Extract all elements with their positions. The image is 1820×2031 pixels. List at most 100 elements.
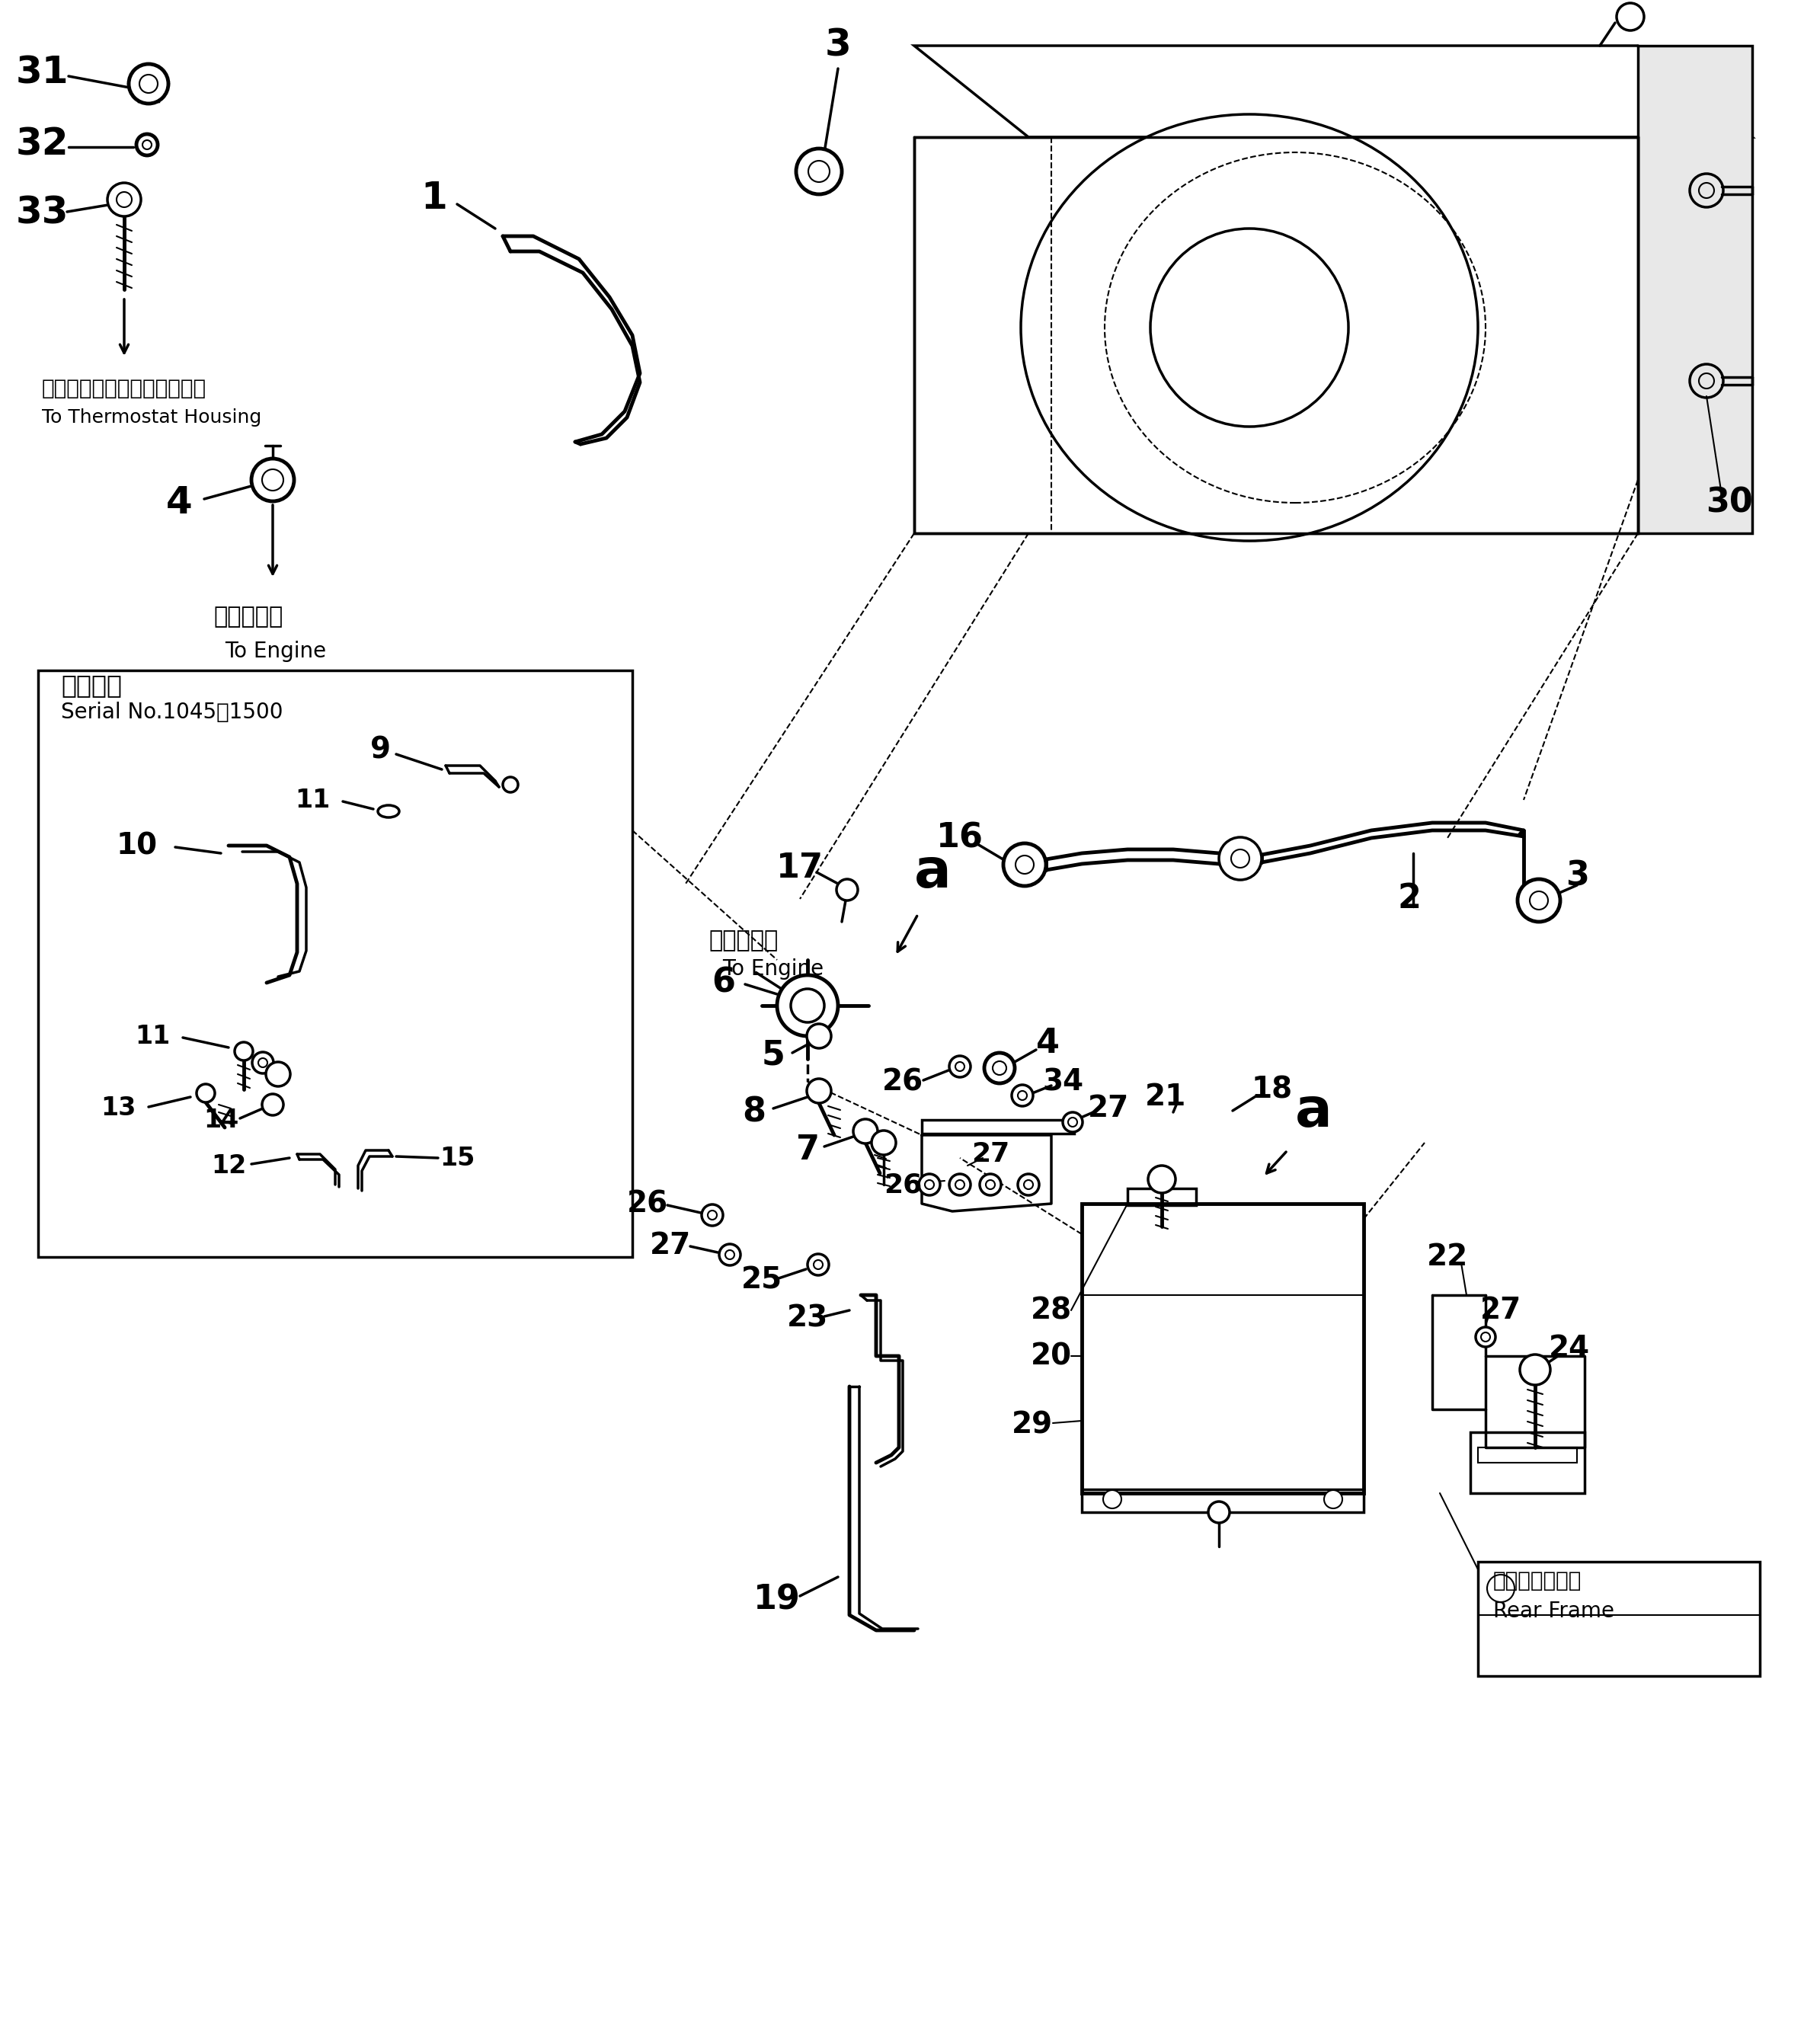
Circle shape (1017, 1174, 1039, 1196)
Text: 11: 11 (135, 1024, 169, 1048)
Text: 20: 20 (1030, 1342, 1072, 1371)
Text: 4: 4 (1036, 1028, 1059, 1060)
Text: 18: 18 (1252, 1074, 1292, 1105)
Circle shape (1518, 879, 1560, 922)
Text: 5: 5 (761, 1038, 784, 1072)
Text: 27: 27 (650, 1231, 692, 1259)
Text: a: a (1296, 1087, 1332, 1139)
Bar (1081, 1204, 1363, 1493)
Polygon shape (914, 47, 1753, 138)
Circle shape (795, 148, 843, 195)
Text: 10: 10 (116, 831, 158, 859)
Bar (921, 1119, 1074, 1133)
Text: サーモスタットハウジングへ: サーモスタットハウジングへ (42, 378, 206, 400)
Circle shape (985, 1052, 1016, 1083)
Circle shape (197, 1085, 215, 1103)
Text: 9: 9 (371, 735, 391, 766)
Text: 7: 7 (795, 1133, 819, 1166)
Text: 13: 13 (100, 1097, 136, 1121)
Circle shape (777, 975, 837, 1036)
Text: リャーフレーム: リャーフレーム (1492, 1570, 1582, 1592)
Circle shape (837, 879, 857, 900)
Text: 適用号機: 適用号機 (60, 672, 122, 699)
Text: Serial No.1045～1500: Serial No.1045～1500 (60, 701, 284, 723)
Circle shape (854, 1119, 877, 1143)
Circle shape (703, 1204, 723, 1227)
Circle shape (235, 1042, 253, 1060)
Circle shape (129, 65, 169, 104)
Circle shape (1487, 1574, 1514, 1602)
Circle shape (1476, 1326, 1496, 1347)
Text: 14: 14 (204, 1107, 238, 1133)
Circle shape (253, 1052, 273, 1074)
Text: 3: 3 (824, 28, 852, 65)
Bar (1128, 1188, 1196, 1204)
Text: 28: 28 (1030, 1296, 1072, 1324)
Text: 27: 27 (1480, 1296, 1522, 1324)
Circle shape (806, 1078, 832, 1103)
Text: Rear Frame: Rear Frame (1492, 1600, 1614, 1623)
Bar (1471, 1432, 1585, 1493)
Text: To Engine: To Engine (723, 959, 824, 979)
Ellipse shape (1021, 114, 1478, 540)
Bar (1478, 1448, 1576, 1462)
Polygon shape (914, 138, 1638, 534)
Text: 19: 19 (753, 1584, 801, 1617)
Text: 2: 2 (1398, 883, 1421, 916)
Text: 26: 26 (883, 1068, 923, 1097)
Text: a: a (914, 847, 952, 898)
Text: 33: 33 (15, 195, 69, 232)
Text: 17: 17 (777, 853, 823, 886)
Circle shape (1103, 1491, 1121, 1509)
Circle shape (950, 1174, 970, 1196)
Text: エンジンへ: エンジンへ (213, 605, 282, 628)
Circle shape (979, 1174, 1001, 1196)
Text: 15: 15 (439, 1145, 475, 1170)
Text: 22: 22 (1427, 1243, 1469, 1271)
Text: 27: 27 (972, 1141, 1010, 1168)
Text: 27: 27 (1088, 1095, 1128, 1123)
Text: 23: 23 (786, 1304, 828, 1332)
Circle shape (950, 1056, 970, 1076)
Circle shape (806, 1024, 832, 1048)
Circle shape (1003, 843, 1046, 886)
Ellipse shape (379, 804, 399, 816)
Circle shape (1208, 1501, 1230, 1523)
Text: 24: 24 (1549, 1334, 1591, 1363)
Text: 8: 8 (743, 1097, 766, 1129)
Text: 16: 16 (935, 823, 983, 855)
Circle shape (808, 1253, 828, 1275)
Text: 31: 31 (15, 55, 69, 91)
Circle shape (1520, 1355, 1551, 1385)
Text: To Engine: To Engine (224, 640, 326, 662)
Text: 25: 25 (741, 1265, 783, 1294)
Circle shape (1148, 1166, 1176, 1192)
Circle shape (1219, 837, 1261, 879)
Text: 30: 30 (1705, 485, 1753, 520)
Text: 21: 21 (1145, 1083, 1187, 1111)
Text: 26: 26 (626, 1190, 668, 1219)
Text: 3: 3 (1565, 859, 1589, 892)
Text: エンジンへ: エンジンへ (708, 930, 777, 953)
Circle shape (1325, 1491, 1343, 1509)
Bar (38, 670, 632, 1257)
Circle shape (719, 1245, 741, 1265)
Circle shape (1012, 1085, 1034, 1107)
Circle shape (266, 1062, 289, 1087)
Bar (1081, 1489, 1363, 1513)
Circle shape (262, 1095, 284, 1115)
Text: 34: 34 (1043, 1068, 1083, 1097)
Circle shape (872, 1131, 895, 1156)
Bar (1478, 1562, 1760, 1676)
Text: 4: 4 (166, 485, 193, 522)
Text: 12: 12 (211, 1154, 246, 1178)
Circle shape (107, 183, 140, 217)
Polygon shape (1638, 47, 1753, 534)
Text: 29: 29 (1012, 1410, 1054, 1440)
Text: 32: 32 (15, 126, 69, 162)
Text: 11: 11 (295, 788, 329, 812)
Text: 6: 6 (712, 967, 735, 999)
Text: 1: 1 (420, 181, 448, 217)
Circle shape (251, 459, 295, 502)
Circle shape (136, 134, 158, 156)
